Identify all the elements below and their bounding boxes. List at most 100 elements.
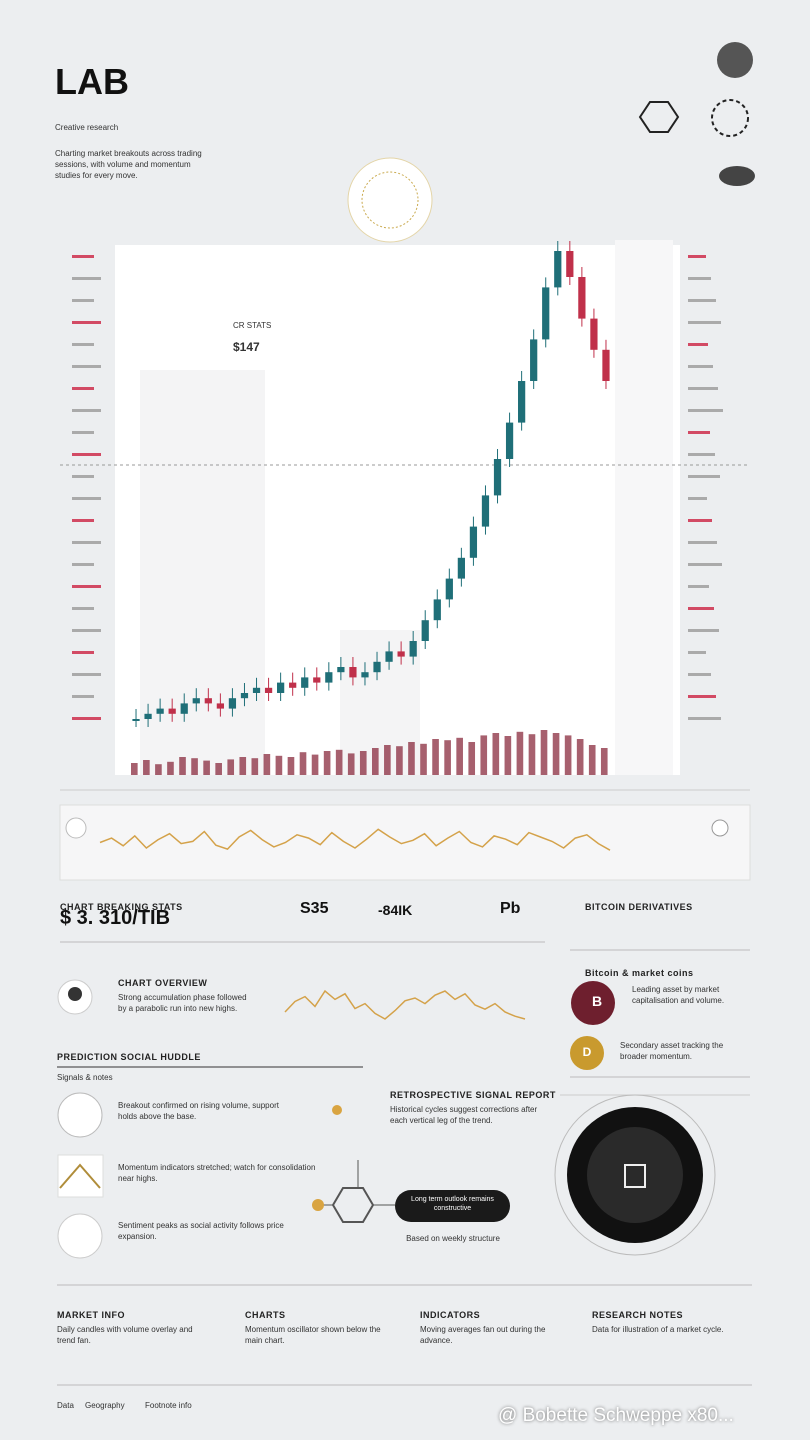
label-placeholder [72,629,101,632]
candle-body [301,677,309,688]
label-placeholder [72,519,94,522]
label-placeholder [72,475,94,478]
candle-body [505,422,514,459]
hex-icon [638,101,680,133]
label-placeholder [72,717,101,720]
footer-item: Data [57,1401,74,1410]
label-placeholder [688,673,711,676]
sun-emblem-ring [361,171,419,229]
candle-body [240,693,249,699]
volume-bar [528,734,536,775]
label-placeholder [688,299,716,302]
candle-body [373,661,381,673]
volume-bar [299,752,307,775]
label-placeholder [688,277,711,280]
volume-bar [468,742,476,775]
label-placeholder [688,563,722,566]
volume-bar [179,757,186,775]
label-placeholder [72,607,94,610]
bullet [332,1105,342,1115]
label-placeholder [72,651,94,654]
dial-icon [624,1164,646,1188]
candle-body [542,287,550,340]
label-placeholder [688,651,706,654]
icon [711,99,749,137]
label-placeholder [688,453,715,456]
candle-body [216,703,224,709]
candle-body [180,703,188,714]
footer-item: Geography [85,1401,125,1410]
bullet [312,1199,324,1211]
pill-text: Long term outlook remains constructive [411,1196,494,1212]
volume-bar [420,743,427,775]
volume-bar [287,757,295,775]
label-placeholder [688,321,721,324]
volume-bar [251,758,259,775]
candle-body [397,651,405,657]
stat: S35 [300,900,329,917]
candle-body [132,719,140,721]
volume-bar [239,757,247,775]
volume-bar [263,754,271,775]
volume-bar [444,740,451,775]
dial-ring [554,1094,716,1256]
column-text: Data for illustration of a market cycle. [592,1325,724,1334]
volume-bar [167,761,174,775]
coins-heading: BITCOIN DERIVATIVES [585,902,693,912]
label-placeholder [72,497,101,500]
coin-symbol: D [582,1045,592,1059]
volume-bar [432,739,439,775]
chart-shade [140,370,265,775]
volume-bar [323,751,331,775]
volume-bar [335,749,343,775]
label-placeholder [688,431,710,434]
volume-bar [359,751,367,775]
annotation: $147 [233,340,260,354]
candle-body [349,667,357,678]
candle-body [144,713,152,719]
candle-body [602,349,610,381]
label-placeholder [72,277,101,280]
sun-emblem [347,157,433,243]
hex-diagram [331,1187,375,1223]
candle-body [554,251,562,288]
candle-body [204,698,212,704]
icon [65,817,87,839]
candle-body [361,672,369,678]
label-placeholder [72,431,94,434]
label-placeholder [688,255,706,258]
label-placeholder [72,255,94,258]
candle-body [566,251,574,277]
candle-body [385,651,393,662]
coin-icon [571,981,615,1025]
label-placeholder [72,673,101,676]
icon [57,1092,103,1138]
column-text: Momentum oscillator shown below the main… [245,1325,381,1345]
candle-body [518,381,526,423]
stats-heading: CHART BREAKING STATS [60,902,183,912]
column-heading: MARKET INFO [57,1310,125,1320]
volume-bar [480,735,488,775]
label-placeholder [72,365,101,368]
label-placeholder [72,695,94,698]
label-placeholder [688,475,720,478]
column-text: Daily candles with volume overlay and tr… [57,1325,193,1345]
candle-body [264,687,273,693]
label-placeholder [72,343,94,346]
signal-text: Momentum indicators stretched; watch for… [118,1163,316,1183]
label-placeholder [72,563,94,566]
icon [57,1213,103,1259]
volume-bar [516,731,524,775]
line-series [284,989,526,1020]
annotation-caption: CR STATS [233,321,272,330]
watermark: @ Bobette Schweppe x80... [498,1405,734,1426]
volume-bar [504,736,512,775]
coin-symbol: B [591,993,603,1009]
volume-bar [456,737,463,775]
candle-body [289,682,297,688]
callout-pill [395,1190,510,1222]
volume-bar [347,753,355,775]
volume-bar [372,748,379,775]
volume-bar [396,746,403,775]
